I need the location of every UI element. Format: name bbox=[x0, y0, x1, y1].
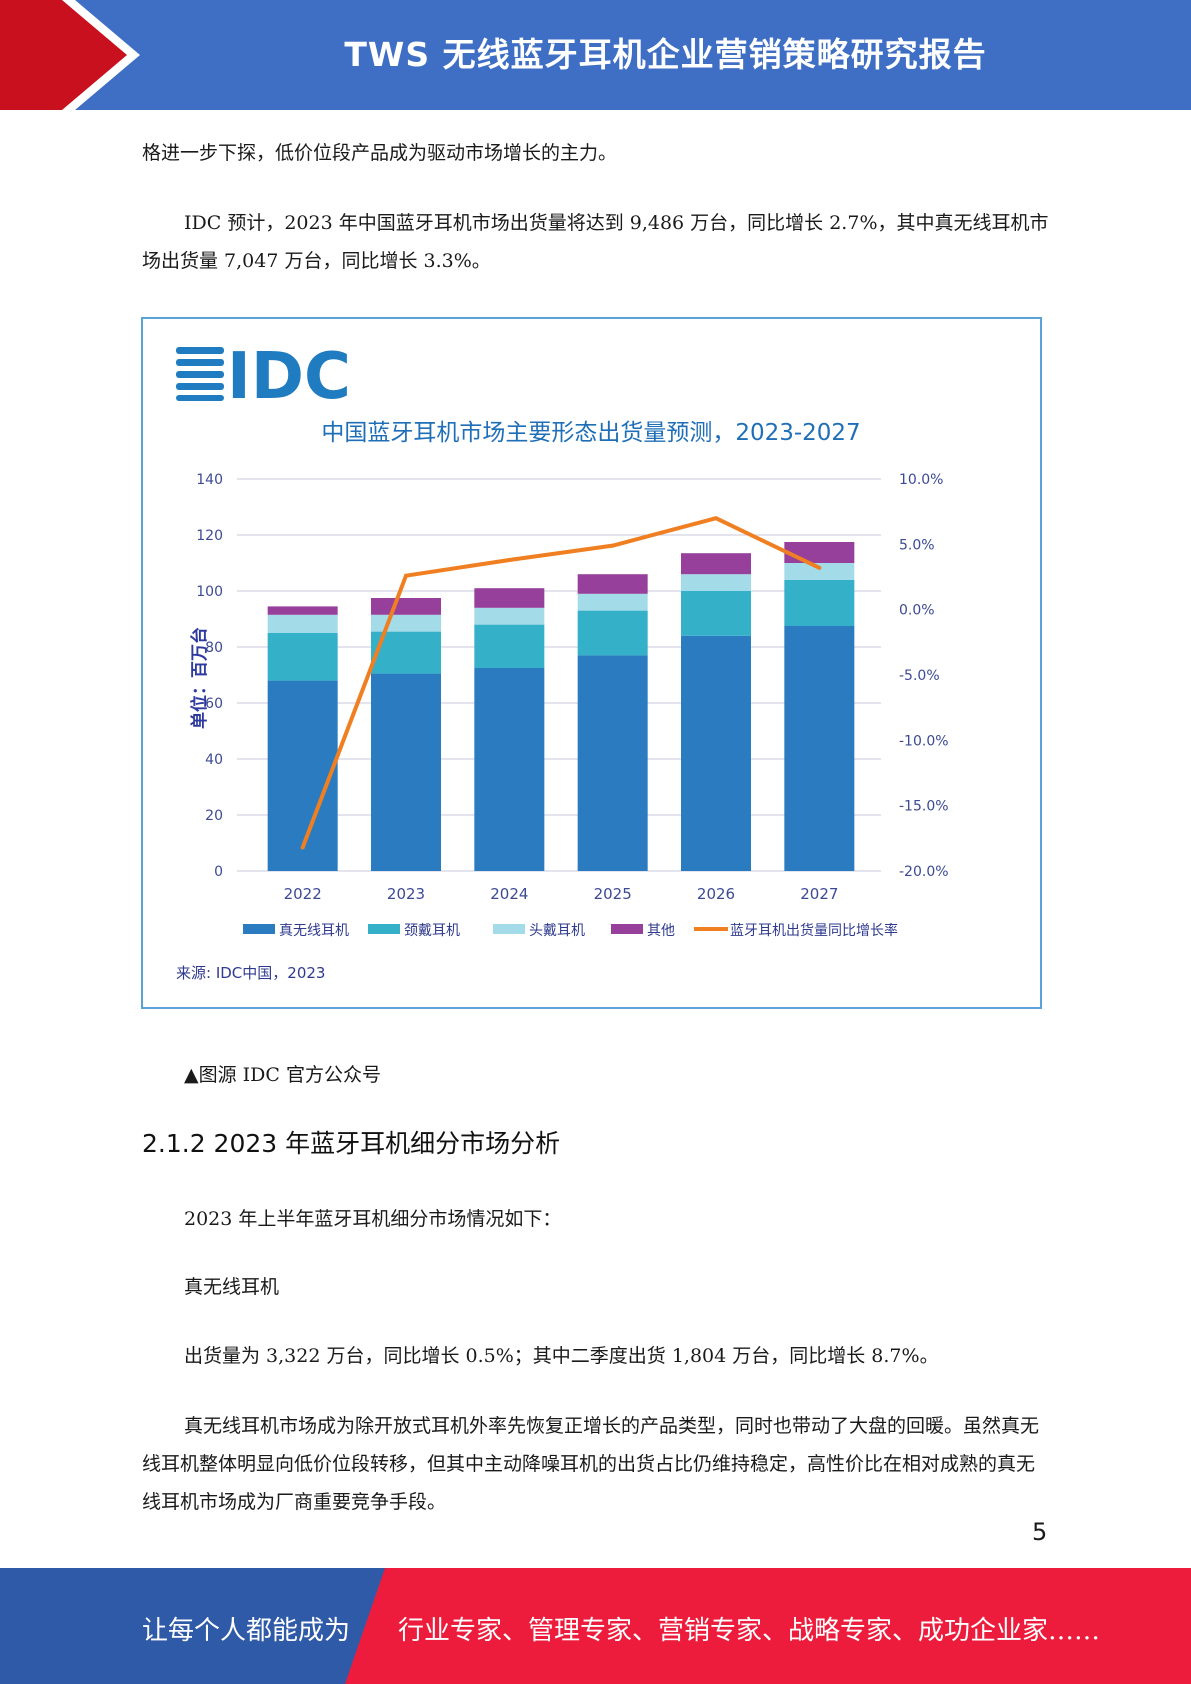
growth-rate-point bbox=[404, 573, 408, 578]
bar-segment bbox=[784, 542, 855, 563]
bar-segment bbox=[681, 591, 751, 636]
idc-logo-text: IDC bbox=[227, 340, 351, 414]
bar-segment bbox=[267, 614, 338, 633]
bar-segment bbox=[784, 579, 855, 626]
bar-segment bbox=[474, 607, 545, 625]
bar-segment bbox=[371, 598, 441, 615]
header-arrow-decoration bbox=[0, 0, 140, 110]
paragraph-4: 真无线耳机 bbox=[184, 1276, 280, 1298]
y-tick-label: 80 bbox=[205, 640, 223, 656]
page-header-title: TWS 无线蓝牙耳机企业营销策略研究报告 bbox=[344, 35, 987, 74]
legend-swatch bbox=[368, 924, 400, 934]
bar-segment bbox=[577, 610, 648, 656]
y2-tick-label: 0.0% bbox=[899, 603, 935, 619]
bar-segment bbox=[784, 626, 855, 871]
x-tick-label: 2024 bbox=[490, 885, 528, 903]
bar-segment bbox=[784, 563, 855, 580]
legend-swatch bbox=[493, 924, 525, 934]
paragraph-2: IDC 预计，2023 年中国蓝牙耳机市场出货量将达到 9,486 万台，同比增… bbox=[142, 212, 1049, 272]
y2-tick-label: 5.0% bbox=[899, 537, 935, 553]
section-heading: 2.1.2 2023 年蓝牙耳机细分市场分析 bbox=[142, 1129, 561, 1158]
growth-rate-point bbox=[300, 845, 305, 850]
chart-title: 中国蓝牙耳机市场主要形态出货量预测，2023-2027 bbox=[321, 420, 860, 446]
y2-tick-label: -15.0% bbox=[899, 799, 949, 815]
legend-label: 真无线耳机 bbox=[279, 923, 349, 939]
y2-tick-label: -20.0% bbox=[899, 864, 949, 880]
y-tick-label: 100 bbox=[196, 584, 223, 600]
bar-segment bbox=[681, 574, 751, 591]
y2-tick-label: 10.0% bbox=[899, 472, 943, 488]
bar-segment bbox=[577, 655, 648, 871]
y-tick-label: 20 bbox=[205, 808, 223, 824]
bar-segment bbox=[681, 553, 751, 575]
idc-logo: IDC bbox=[176, 340, 351, 414]
legend-label: 蓝牙耳机出货量同比增长率 bbox=[730, 922, 898, 939]
legend-swatch bbox=[243, 924, 275, 934]
x-tick-label: 2026 bbox=[697, 885, 735, 903]
legend-label: 其他 bbox=[647, 923, 675, 939]
y-tick-label: 120 bbox=[196, 528, 223, 544]
growth-rate-line bbox=[300, 516, 821, 849]
y2-tick-label: -5.0% bbox=[899, 668, 940, 684]
growth-rate-point bbox=[714, 516, 718, 521]
bar-segment bbox=[371, 614, 441, 632]
paragraph-1: 格进一步下探，低价位段产品成为驱动市场增长的主力。 bbox=[142, 142, 618, 164]
y2-tick-label: -10.0% bbox=[899, 733, 949, 749]
growth-rate-point bbox=[507, 558, 512, 563]
growth-rate-point bbox=[817, 565, 822, 570]
legend-label: 颈戴耳机 bbox=[404, 923, 460, 939]
bar-segment bbox=[474, 624, 545, 668]
y-tick-label: 40 bbox=[205, 752, 223, 768]
bar-segment bbox=[474, 668, 545, 871]
legend-label: 头戴耳机 bbox=[529, 923, 585, 939]
footer-slogan-right: 行业专家、管理专家、营销专家、战略专家、成功企业家…… bbox=[398, 1616, 1101, 1646]
y-axis-label: 单位：百万台 bbox=[189, 627, 210, 729]
growth-rate-point bbox=[610, 543, 615, 548]
footer-background bbox=[0, 1568, 1191, 1684]
bar-segment bbox=[267, 606, 338, 615]
bar-segment bbox=[577, 593, 648, 611]
bar-segment bbox=[267, 633, 338, 681]
bar-segment bbox=[267, 680, 338, 871]
page-number: 5 bbox=[1032, 1518, 1048, 1546]
bar-segment bbox=[577, 574, 648, 594]
y-tick-label: 60 bbox=[205, 696, 223, 712]
x-tick-label: 2022 bbox=[284, 885, 322, 903]
bar-segment bbox=[371, 673, 441, 871]
paragraph-5: 出货量为 3,322 万台，同比增长 0.5%；其中二季度出货 1,804 万台… bbox=[184, 1345, 939, 1367]
footer-slogan-left: 让每个人都能成为 bbox=[142, 1616, 351, 1646]
idc-shipment-chart: IDC 中国蓝牙耳机市场主要形态出货量预测，2023-2027 单位：百万台 0… bbox=[176, 340, 949, 982]
x-tick-label: 2025 bbox=[594, 885, 632, 903]
chart-frame: IDC 中国蓝牙耳机市场主要形态出货量预测，2023-2027 单位：百万台 0… bbox=[141, 317, 1042, 1009]
figure-caption: ▲图源 IDC 官方公众号 bbox=[184, 1064, 381, 1086]
bar-segment bbox=[681, 635, 751, 871]
page-footer: 让每个人都能成为 行业专家、管理专家、营销专家、战略专家、成功企业家…… bbox=[0, 1568, 1191, 1684]
page-header: TWS 无线蓝牙耳机企业营销策略研究报告 bbox=[0, 0, 1191, 110]
paragraph-3: 2023 年上半年蓝牙耳机细分市场情况如下： bbox=[184, 1208, 562, 1230]
paragraph-6: 真无线耳机市场成为除开放式耳机外率先恢复正增长的产品类型，同时也带动了大盘的回暖… bbox=[142, 1415, 1040, 1513]
bar-segment bbox=[474, 588, 545, 608]
legend-swatch bbox=[611, 924, 643, 934]
x-tick-label: 2027 bbox=[800, 885, 838, 903]
x-tick-label: 2023 bbox=[387, 885, 425, 903]
y-tick-label: 140 bbox=[196, 472, 223, 488]
y-tick-label: 0 bbox=[214, 864, 223, 880]
chart-source: 来源: IDC中国，2023 bbox=[176, 964, 325, 982]
